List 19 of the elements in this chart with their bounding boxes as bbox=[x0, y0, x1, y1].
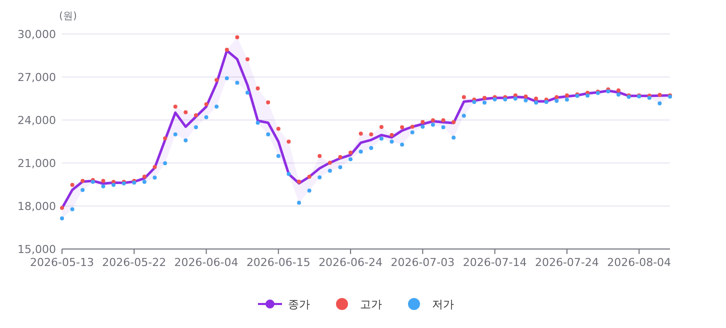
y-tick-label: 27,000 bbox=[18, 71, 56, 84]
legend-label: 종가 bbox=[288, 298, 310, 311]
x-tick-label: 2026-08-04 bbox=[607, 256, 672, 269]
x-tick-label: 2026-06-15 bbox=[246, 256, 310, 269]
y-tick-label: 15,000 bbox=[18, 243, 56, 256]
y-tick-label: 18,000 bbox=[18, 200, 56, 213]
legend-label: 고가 bbox=[360, 298, 382, 311]
y-tick-label: 30,000 bbox=[18, 28, 56, 41]
x-tick-label: 2026-05-22 bbox=[102, 256, 166, 269]
x-tick-label: 2026-06-04 bbox=[174, 256, 238, 269]
y-axis-title: (원) bbox=[59, 11, 77, 22]
x-tick-label: 2026-06-24 bbox=[318, 256, 383, 269]
x-tick-label: 2026-07-24 bbox=[534, 256, 599, 269]
y-tick-label: 21,000 bbox=[18, 157, 56, 170]
y-tick-label: 24,000 bbox=[18, 114, 56, 127]
x-tick-label: 2026-05-13 bbox=[30, 256, 94, 269]
x-tick-label: 2026-07-14 bbox=[462, 256, 527, 269]
legend-label: 저가 bbox=[432, 298, 454, 311]
x-tick-label: 2026-07-03 bbox=[390, 256, 455, 269]
